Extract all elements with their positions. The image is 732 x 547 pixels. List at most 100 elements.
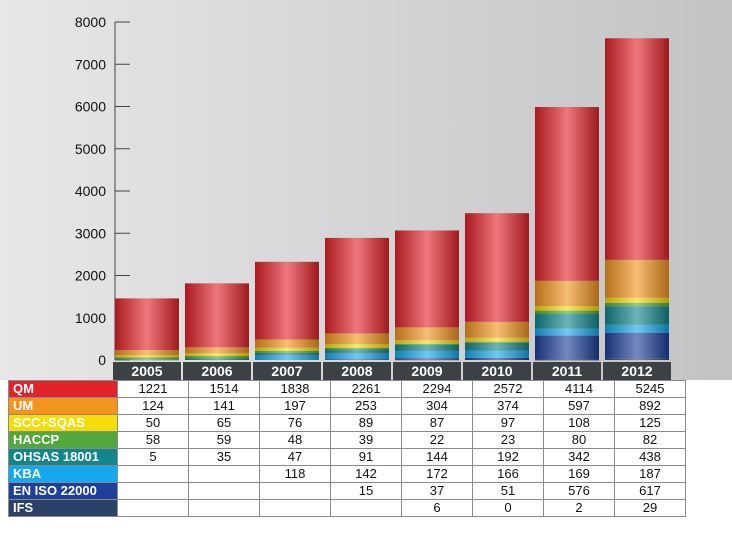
bar-segment [255, 351, 319, 354]
bar-segment [255, 261, 319, 340]
bar-segment [115, 357, 179, 360]
y-tick-label: 6000 [75, 99, 106, 115]
table-cell: 47 [259, 448, 331, 466]
bar-segment [395, 350, 459, 359]
bar-segment [185, 358, 249, 360]
table-cell: 118 [259, 465, 331, 483]
bar-segment [535, 306, 599, 311]
table-cell: 2294 [401, 380, 473, 398]
table-row: QM 1221 1514 1838 2261 2294 2572 4114 5245 [8, 380, 686, 398]
table-cell: 192 [472, 448, 544, 466]
bar-segment [605, 332, 669, 359]
bar-segment [605, 324, 669, 333]
bar-segment [115, 359, 179, 361]
bar-segment [115, 349, 179, 356]
x-tick-label: 2012 [621, 363, 652, 379]
table-cell: 141 [188, 397, 260, 415]
table-row: KBA 118 142 172 166 169 187 [8, 465, 686, 483]
table-row: EN ISO 22000 15 37 51 576 617 [8, 482, 686, 500]
bar-segment [325, 344, 389, 348]
bar-segment [115, 298, 179, 350]
table-cell: 304 [401, 397, 473, 415]
bar-segment [465, 357, 529, 360]
table-cell [117, 482, 189, 500]
table-cell: 892 [614, 397, 686, 415]
x-tick-label: 2006 [201, 363, 232, 379]
table-cell: 48 [259, 431, 331, 449]
y-tick-label: 0 [98, 352, 106, 368]
table-cell: 91 [330, 448, 402, 466]
table-cell: 15 [330, 482, 402, 500]
bar-segment [325, 359, 389, 360]
table-cell: 35 [188, 448, 260, 466]
table-cell: 2 [543, 499, 615, 517]
table-cell: 197 [259, 397, 331, 415]
data-table: QM 1221 1514 1838 2261 2294 2572 4114 5245 UM 124 1… [8, 380, 686, 517]
table-cell: 51 [472, 482, 544, 500]
table-cell: 125 [614, 414, 686, 432]
bar-segment [465, 350, 529, 358]
year-label-band [253, 362, 321, 380]
table-cell [259, 499, 331, 517]
bar-segment [395, 230, 459, 328]
bar-segment [255, 355, 319, 360]
bar-segment [185, 283, 249, 348]
bar-segment [115, 355, 179, 358]
series-label: IFS [8, 499, 118, 517]
y-tick-label: 3000 [75, 225, 106, 241]
table-cell: 87 [401, 414, 473, 432]
bar-segment [325, 349, 389, 354]
year-label-band [603, 362, 671, 380]
year-label-band [183, 362, 251, 380]
table-cell: 169 [543, 465, 615, 483]
bar-segment [605, 297, 669, 303]
table-cell: 597 [543, 397, 615, 415]
table-cell: 65 [188, 414, 260, 432]
table-cell: 6 [401, 499, 473, 517]
series-label: QM [8, 380, 118, 398]
bar-segment [325, 333, 389, 345]
table-cell: 1221 [117, 380, 189, 398]
table-cell [188, 482, 260, 500]
table-cell [259, 482, 331, 500]
bar-segment [395, 359, 459, 361]
bars [115, 38, 669, 361]
bar-segment [535, 310, 599, 314]
year-label-band [323, 362, 391, 380]
bar-segment [535, 280, 599, 307]
table-cell: 342 [543, 448, 615, 466]
table-cell: 142 [330, 465, 402, 483]
bar-segment [605, 358, 669, 360]
table-cell: 124 [117, 397, 189, 415]
bar-segment [465, 342, 529, 351]
table-cell: 2572 [472, 380, 544, 398]
plot-area: 0 1000 2000 3000 4000 5000 6000 7000 8000 2005 20… [0, 0, 732, 380]
table-cell: 76 [259, 414, 331, 432]
y-axis: 0 1000 2000 3000 4000 5000 6000 7000 8000 [75, 14, 130, 368]
table-row: UM 124 141 197 253 304 374 597 892 [8, 397, 686, 415]
table-cell: 144 [401, 448, 473, 466]
year-label-band [463, 362, 531, 380]
bar-segment [395, 344, 459, 351]
table-cell: 187 [614, 465, 686, 483]
series-label: KBA [8, 465, 118, 483]
y-tick-label: 2000 [75, 268, 106, 284]
x-tick-label: 2011 [552, 363, 583, 379]
table-cell: 576 [543, 482, 615, 500]
series-label: EN ISO 22000 [8, 482, 118, 500]
y-tick-label: 4000 [75, 183, 106, 199]
year-label-band [113, 362, 181, 380]
bar-segment [255, 353, 319, 356]
table-cell: 58 [117, 431, 189, 449]
table-cell [117, 499, 189, 517]
table-cell: 97 [472, 414, 544, 432]
bar-segment [185, 353, 249, 357]
table-cell: 0 [472, 499, 544, 517]
y-tick-label: 7000 [75, 56, 106, 72]
bar-segment [605, 306, 669, 325]
table-cell: 82 [614, 431, 686, 449]
bar-segment [185, 356, 249, 359]
table-cell: 2261 [330, 380, 402, 398]
